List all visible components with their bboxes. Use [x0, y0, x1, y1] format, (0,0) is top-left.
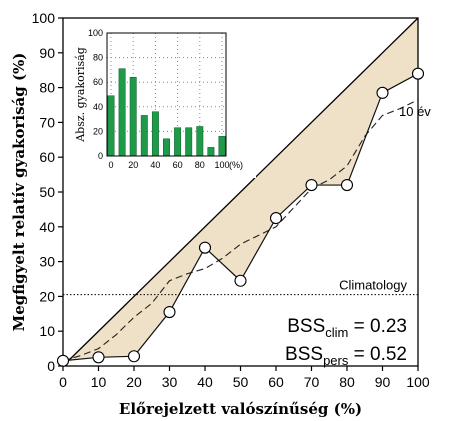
- data-point-marker: [198, 241, 212, 254]
- bss-label: BSS: [285, 344, 323, 365]
- x-tick-label: 40: [197, 374, 213, 390]
- bss-value: = 0.52: [348, 344, 407, 365]
- inset-x-tick-label: 80: [195, 160, 205, 170]
- bss-subscript: pers: [323, 353, 349, 368]
- inset-bar: [218, 136, 226, 157]
- bss-annotation: BSSpers = 0.52: [285, 344, 407, 368]
- y-tick-label: 40: [39, 219, 55, 235]
- y-tick-label: 50: [39, 184, 55, 200]
- perfect-reliability-diagonal: [62, 17, 419, 367]
- bss-annotation: BSSclim = 0.23: [287, 316, 407, 340]
- inset-x-tick-label: 40: [150, 160, 160, 170]
- main-chart-layer: [56, 17, 425, 371]
- y-tick-label: 60: [39, 149, 55, 165]
- data-point-marker: [305, 178, 318, 192]
- y-tick-label: 30: [39, 254, 55, 270]
- inset-bar: [174, 127, 182, 157]
- inset-y-tick-label: 0: [98, 151, 103, 161]
- inset-y-tick-label: 40: [93, 102, 103, 112]
- text-layer: 0 10 20 30 40 50 60 70 80 90 100 0 10 20 30 40 50 60 70 80 9…: [10, 10, 431, 418]
- inset-bar: [107, 95, 115, 157]
- y-tick-label: 20: [39, 288, 55, 304]
- inset-bar: [140, 115, 148, 157]
- x-tick-label: 60: [268, 374, 284, 390]
- inset-bar: [185, 127, 193, 157]
- y-tick-label: 0: [47, 358, 55, 374]
- y-tick-label: 90: [39, 45, 55, 61]
- inset-y-tick-label: 100: [88, 28, 103, 38]
- data-point-marker: [127, 350, 141, 363]
- inset-x-unit: (%): [229, 160, 243, 170]
- x-tick-label: 0: [59, 374, 67, 390]
- x-tick-label: 70: [304, 374, 320, 390]
- x-tick-label: 30: [162, 374, 178, 390]
- inset-y-axis-title: Absz. gyakoriság: [74, 47, 87, 143]
- x-tick-label: 20: [126, 374, 142, 390]
- data-point-marker: [269, 212, 283, 225]
- y-tick-label: 100: [32, 10, 56, 26]
- inset-x-tick-label: 60: [173, 160, 183, 170]
- data-point-marker: [411, 67, 425, 80]
- x-axis-title: Előrejelzett valószínűség (%): [119, 400, 362, 418]
- inset-bar: [207, 147, 215, 157]
- bss-value: = 0.23: [348, 316, 407, 337]
- inset-y-tick-label: 80: [93, 53, 103, 63]
- x-tick-label: 10: [91, 374, 107, 390]
- inset-frame: [106, 32, 227, 157]
- x-tick-label: 80: [339, 374, 355, 390]
- bss-label: BSS: [287, 316, 325, 337]
- climatology-label: Climatology: [339, 278, 407, 293]
- inset-x-tick-label: 100: [214, 160, 229, 170]
- data-point-marker: [234, 274, 247, 287]
- y-tick-label: 80: [39, 80, 55, 96]
- data-point-marker: [376, 86, 389, 99]
- inset-bar: [163, 138, 170, 157]
- inset-bar: [151, 111, 159, 157]
- x-tick-label: 90: [375, 374, 391, 390]
- data-point-marker: [56, 354, 70, 367]
- inset-y-tick-label: 60: [93, 77, 103, 87]
- x-tick-label: 50: [233, 374, 249, 390]
- y-tick-label: 70: [39, 114, 55, 130]
- inset-bar: [129, 77, 137, 157]
- inset-x-tick-label: 0: [108, 160, 113, 170]
- data-point-marker: [340, 178, 354, 192]
- bss-subscript: clim: [325, 325, 348, 340]
- inset-bar: [196, 126, 204, 157]
- y-tick-label: 10: [39, 323, 55, 339]
- dashed-10-year-curve: [62, 99, 419, 362]
- inset-bar: [118, 68, 126, 157]
- inset-x-tick-label: 20: [128, 160, 138, 170]
- data-point-marker: [92, 351, 105, 364]
- y-axis-title: Megfigyelt relatív gyakoriság (%): [10, 53, 28, 332]
- inset-y-tick-label: 20: [93, 126, 103, 136]
- dashed-curve-label: 10 év: [399, 104, 431, 119]
- x-tick-label: 100: [406, 374, 430, 390]
- data-point-marker: [163, 306, 176, 319]
